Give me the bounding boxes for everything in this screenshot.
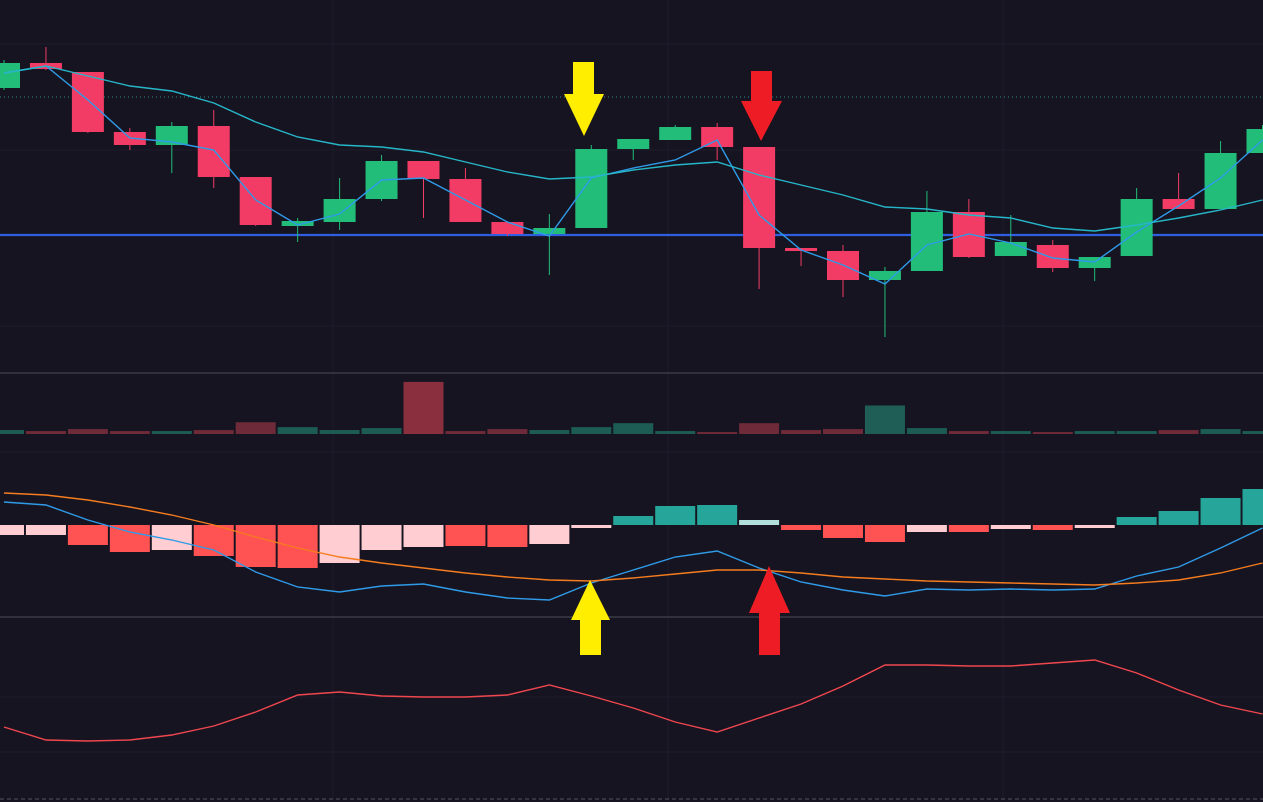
volume-bar [1074, 431, 1115, 434]
histogram-bar [445, 525, 486, 546]
histogram-bar [403, 525, 444, 547]
indicator-line [3, 65, 1263, 285]
candle-body [743, 147, 776, 248]
histogram-bar [25, 525, 66, 535]
volume-bar [25, 431, 66, 434]
volume-bar [781, 430, 822, 434]
volume-bar [109, 431, 150, 434]
histogram-bar [1200, 498, 1241, 525]
candle-body [533, 228, 566, 234]
volume-bar [1116, 431, 1157, 434]
candle-body [71, 72, 104, 132]
sell-arrow [741, 71, 782, 141]
annotations [564, 62, 790, 655]
histogram-bar [361, 525, 402, 550]
volume-bar [277, 427, 318, 434]
histogram-bar [781, 525, 822, 530]
histogram-bar [235, 525, 276, 567]
candle-body [659, 127, 692, 140]
histogram-bar [864, 525, 905, 542]
volume-bar [151, 431, 192, 434]
volume-bar [403, 381, 444, 434]
candle-body [1204, 153, 1237, 209]
volume-bar [193, 430, 234, 434]
indicator-line [3, 65, 1263, 232]
volume-bar [906, 428, 947, 434]
volume-bar [1242, 431, 1263, 434]
volume-bar [319, 430, 360, 434]
candle-body [994, 242, 1027, 256]
histogram-bar [487, 525, 528, 547]
volume-bar [864, 405, 905, 434]
histogram-bar [613, 516, 654, 525]
volume-bar [235, 422, 276, 434]
volume-bar [948, 431, 989, 434]
candle-body [281, 221, 314, 226]
histogram-bar [1116, 517, 1157, 525]
volume-bar [613, 423, 654, 434]
histogram-bar [1032, 525, 1073, 530]
volume-bar [529, 430, 570, 434]
candle-body [239, 177, 272, 225]
candle-body [407, 161, 440, 179]
volume-bar [0, 430, 24, 434]
volume-bar [1158, 430, 1199, 434]
candle-body [323, 199, 356, 222]
candle-body [155, 126, 188, 145]
volume-bar [823, 429, 863, 434]
indicator-line [3, 501, 1263, 601]
volume-bar [655, 431, 696, 434]
histogram-bar [739, 520, 780, 525]
histogram-bar [823, 525, 863, 538]
histogram-bar [990, 525, 1031, 529]
volume-bar [990, 431, 1031, 434]
volume-bar [487, 429, 528, 434]
histogram-bar [697, 505, 738, 525]
indicator-line [3, 659, 1263, 742]
histogram-bar [655, 506, 696, 525]
candle-body [1036, 245, 1069, 268]
histogram-bar [1158, 511, 1199, 525]
candle-body [1246, 129, 1263, 153]
volume-bar [571, 427, 612, 434]
histogram-bar [529, 525, 570, 544]
volume-bar [67, 429, 108, 434]
volume-bar [1200, 429, 1241, 434]
histogram-bar [571, 525, 612, 528]
histogram-bar [906, 525, 947, 532]
volume-bar [697, 432, 738, 434]
sell-arrow [749, 566, 790, 655]
candle-body [197, 126, 230, 177]
candle-body [617, 139, 650, 149]
buy-arrow [564, 62, 604, 136]
volume-bar [1032, 432, 1073, 434]
buy-arrow [571, 580, 610, 655]
histogram-bar [277, 525, 318, 568]
volume-bar [739, 423, 780, 434]
candle-body [701, 127, 734, 147]
histogram-bar [109, 525, 150, 552]
volume-bar [445, 431, 486, 434]
candle-body [868, 271, 901, 280]
candle-body [0, 63, 20, 88]
indicator-line [3, 492, 1263, 586]
histogram-bar [948, 525, 989, 532]
histogram-bar [0, 525, 24, 535]
histogram-bar [1074, 525, 1115, 528]
volume-bar [361, 428, 402, 434]
candle-body [491, 222, 524, 234]
candle-body [575, 149, 608, 228]
candle-body [1162, 199, 1195, 209]
histogram-bar [193, 525, 234, 556]
histogram-bar [1242, 489, 1263, 525]
histogram-bar [67, 525, 108, 545]
plot-layer [0, 47, 1263, 742]
candle-body [1120, 199, 1153, 256]
